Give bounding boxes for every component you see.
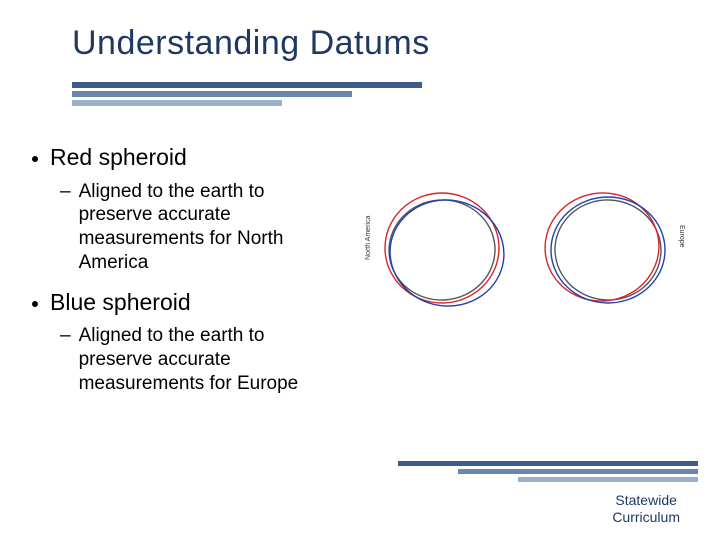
bullet-dash-icon: –	[60, 324, 71, 348]
bullet-text: Blue spheroid	[50, 289, 191, 317]
red-spheroid-right	[538, 186, 666, 309]
footer-label: Statewide Curriculum	[612, 492, 680, 526]
blue-spheroid-left	[383, 193, 511, 314]
footer-rule-2	[458, 469, 698, 474]
bullet-text: Aligned to the earth to preserve accurat…	[79, 324, 339, 395]
title-rule-2	[72, 91, 352, 97]
bullet-dash-icon: –	[60, 180, 71, 204]
bullet-text: Aligned to the earth to preserve accurat…	[79, 180, 339, 275]
title-rule-3	[72, 100, 282, 106]
footer-line-2: Curriculum	[612, 509, 680, 526]
label-europe: Europe	[678, 225, 685, 248]
bullet-level2: –Aligned to the earth to preserve accura…	[60, 324, 352, 395]
footer-rule-1	[398, 461, 698, 466]
bullet-level2: –Aligned to the earth to preserve accura…	[60, 180, 352, 275]
spheroid-figure: North America Europe	[360, 175, 700, 325]
footer-rule-3	[518, 477, 698, 482]
title-underline-rules	[72, 82, 422, 109]
bullet-dot-icon	[32, 301, 38, 307]
bullet-content: Red spheroid–Aligned to the earth to pre…	[32, 130, 352, 395]
bullet-level1: Red spheroid	[32, 144, 352, 172]
title-rule-1	[72, 82, 422, 88]
bullet-dot-icon	[32, 156, 38, 162]
label-north-america: North America	[365, 216, 372, 260]
red-spheroid-left	[385, 193, 499, 303]
footer-rules	[398, 461, 698, 485]
footer-line-1: Statewide	[612, 492, 680, 509]
bullet-level1: Blue spheroid	[32, 289, 352, 317]
slide-title: Understanding Datums	[72, 24, 430, 63]
blue-spheroid-right	[551, 197, 665, 303]
bullet-text: Red spheroid	[50, 144, 187, 172]
